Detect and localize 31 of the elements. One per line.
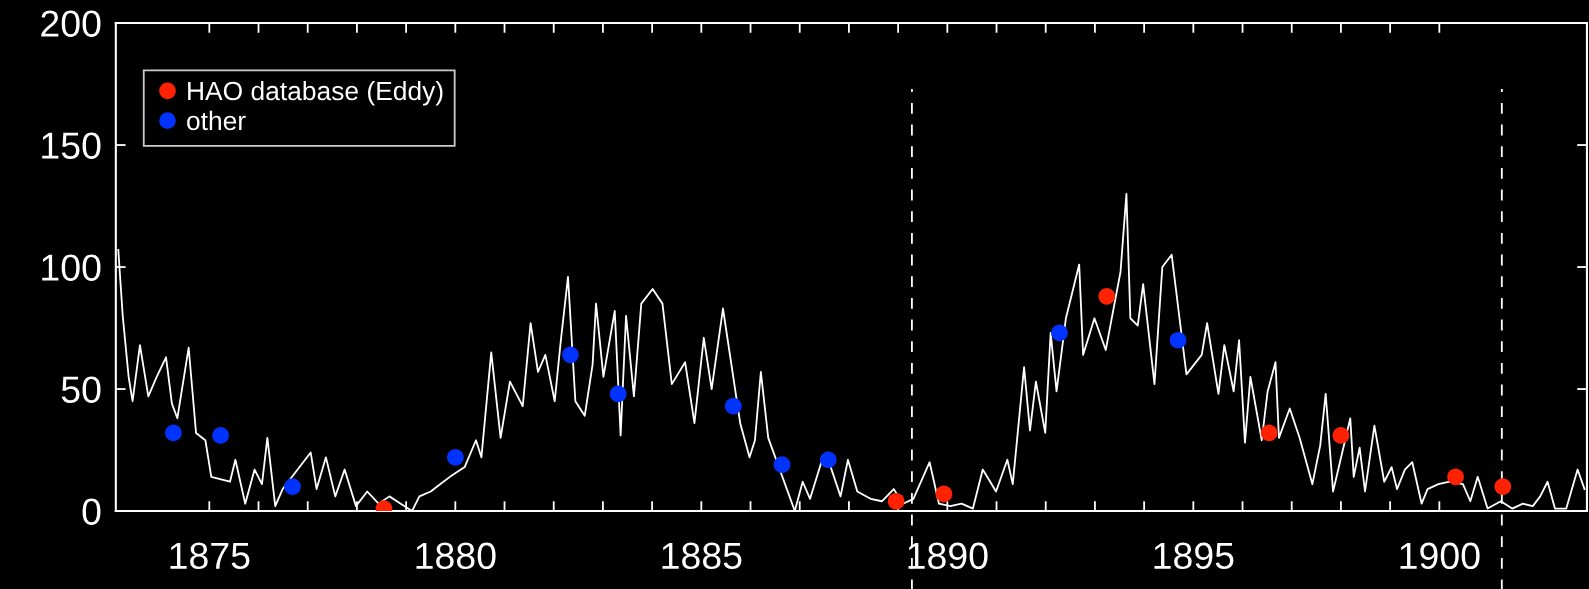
y-tick-label: 0 — [82, 498, 101, 525]
x-tick-label: 1900 — [1400, 542, 1480, 570]
point — [1051, 324, 1068, 342]
point — [1169, 331, 1187, 349]
point — [165, 424, 182, 442]
legend-label: HAO database (Eddy) — [188, 80, 443, 106]
y-tick-label: 100 — [42, 254, 101, 281]
point — [446, 449, 464, 466]
point — [609, 385, 627, 403]
y-tick-label: 150 — [42, 132, 101, 159]
point — [562, 346, 579, 364]
point — [1494, 478, 1512, 495]
point — [1332, 427, 1350, 444]
x-tick-label: 1885 — [662, 542, 742, 570]
point — [1098, 287, 1116, 305]
point — [887, 492, 905, 510]
point — [1447, 468, 1464, 486]
point — [284, 478, 301, 495]
point — [724, 397, 742, 415]
legend-label: other — [187, 110, 246, 131]
x-tick-label: 1875 — [170, 542, 250, 570]
y-tick-label: 50 — [61, 376, 101, 403]
point — [819, 451, 837, 469]
y-tick-label: 200 — [41, 10, 101, 37]
point — [935, 485, 953, 503]
point — [212, 427, 229, 444]
point — [1260, 424, 1278, 442]
x-tick-label: 1890 — [908, 542, 988, 570]
x-tick-label: 1895 — [1154, 542, 1234, 570]
point — [773, 456, 791, 473]
x-tick-label: 1880 — [416, 542, 496, 570]
